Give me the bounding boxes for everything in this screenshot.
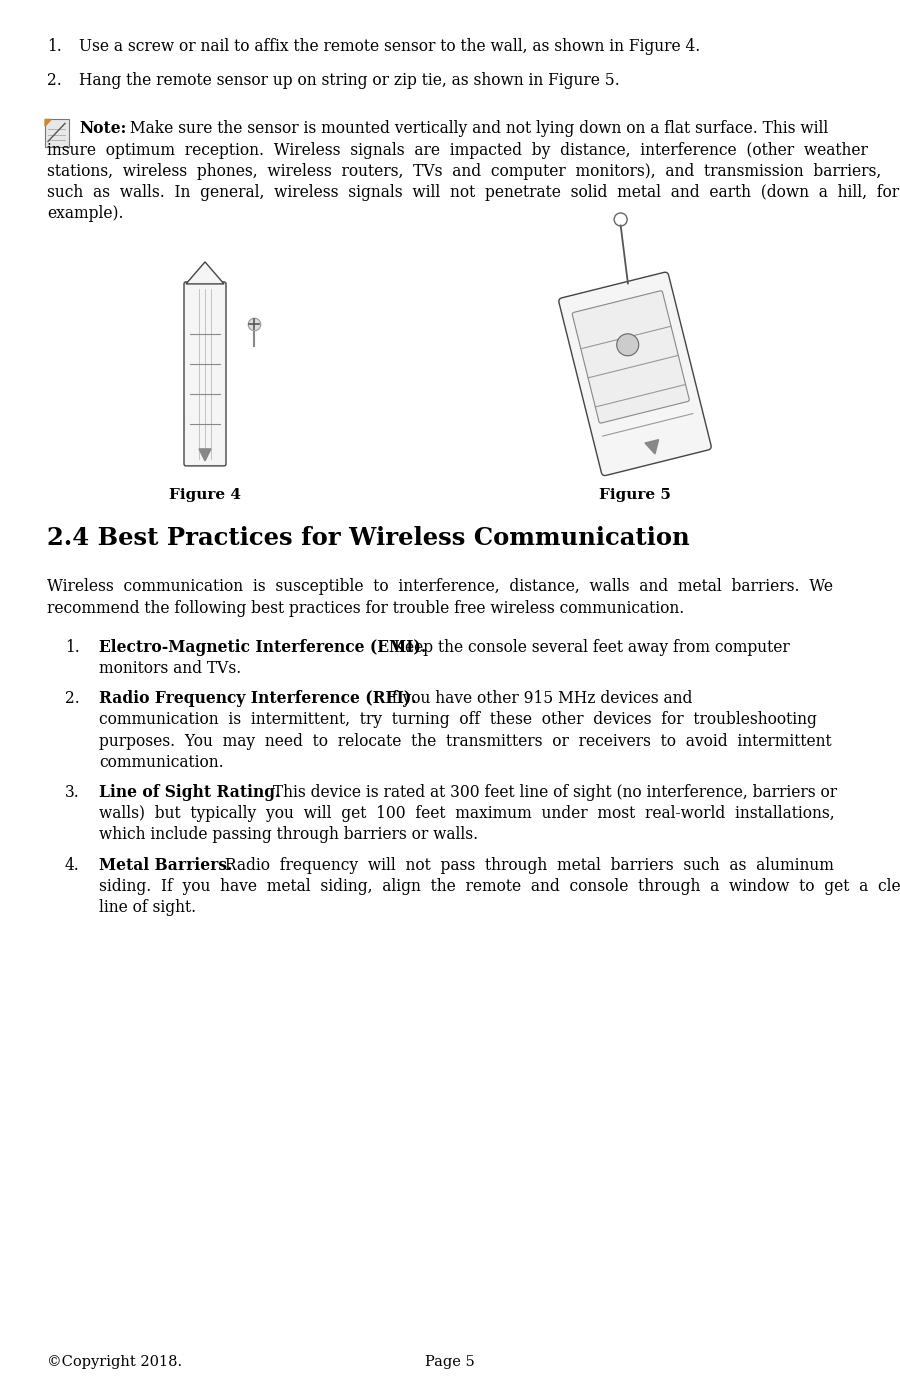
FancyBboxPatch shape bbox=[184, 282, 226, 465]
Text: Radio Frequency Interference (RFI).: Radio Frequency Interference (RFI). bbox=[99, 690, 417, 707]
Text: stations,  wireless  phones,  wireless  routers,  TVs  and  computer  monitors),: stations, wireless phones, wireless rout… bbox=[47, 163, 881, 179]
Text: Keep the console several feet away from computer: Keep the console several feet away from … bbox=[390, 639, 790, 656]
Text: 2.4 Best Practices for Wireless Communication: 2.4 Best Practices for Wireless Communic… bbox=[47, 526, 689, 550]
Text: 1.: 1. bbox=[47, 38, 62, 56]
Text: Radio  frequency  will  not  pass  through  metal  barriers  such  as  aluminum: Radio frequency will not pass through me… bbox=[220, 857, 833, 874]
Polygon shape bbox=[199, 449, 211, 461]
Text: insure  optimum  reception.  Wireless  signals  are  impacted  by  distance,  in: insure optimum reception. Wireless signa… bbox=[47, 142, 868, 158]
Text: such  as  walls.  In  general,  wireless  signals  will  not  penetrate  solid  : such as walls. In general, wireless sign… bbox=[47, 183, 899, 201]
Text: communication  is  intermittent,  try  turning  off  these  other  devices  for : communication is intermittent, try turni… bbox=[99, 711, 817, 728]
Text: Electro-Magnetic Interference (EMI).: Electro-Magnetic Interference (EMI). bbox=[99, 639, 427, 656]
Text: 3.: 3. bbox=[65, 783, 80, 801]
Text: 2.: 2. bbox=[47, 72, 62, 89]
Polygon shape bbox=[45, 119, 51, 126]
Text: Figure 4: Figure 4 bbox=[169, 489, 241, 503]
Text: Make sure the sensor is mounted vertically and not lying down on a flat surface.: Make sure the sensor is mounted vertical… bbox=[124, 121, 828, 138]
Text: which include passing through barriers or walls.: which include passing through barriers o… bbox=[99, 826, 478, 843]
Text: 4.: 4. bbox=[65, 857, 80, 874]
Text: Figure 5: Figure 5 bbox=[599, 489, 670, 503]
Text: Page 5: Page 5 bbox=[425, 1356, 475, 1370]
FancyBboxPatch shape bbox=[45, 119, 69, 147]
Polygon shape bbox=[645, 440, 659, 454]
Text: Wireless  communication  is  susceptible  to  interference,  distance,  walls  a: Wireless communication is susceptible to… bbox=[47, 578, 833, 596]
Text: purposes.  You  may  need  to  relocate  the  transmitters  or  receivers  to  a: purposes. You may need to relocate the t… bbox=[99, 732, 832, 750]
Polygon shape bbox=[186, 263, 224, 283]
Text: Metal Barriers.: Metal Barriers. bbox=[99, 857, 232, 874]
Text: line of sight.: line of sight. bbox=[99, 899, 196, 915]
FancyBboxPatch shape bbox=[559, 272, 711, 475]
Text: This device is rated at 300 feet line of sight (no interference, barriers or: This device is rated at 300 feet line of… bbox=[268, 783, 838, 801]
Text: ©Copyright 2018.: ©Copyright 2018. bbox=[47, 1356, 182, 1370]
Text: example).: example). bbox=[47, 206, 123, 222]
Text: communication.: communication. bbox=[99, 754, 223, 771]
Text: monitors and TVs.: monitors and TVs. bbox=[99, 660, 241, 676]
Text: recommend the following best practices for trouble free wireless communication.: recommend the following best practices f… bbox=[47, 600, 684, 617]
Text: 1.: 1. bbox=[65, 639, 80, 656]
Text: Use a screw or nail to affix the remote sensor to the wall, as shown in Figure 4: Use a screw or nail to affix the remote … bbox=[79, 38, 700, 56]
Text: walls)  but  typically  you  will  get  100  feet  maximum  under  most  real-wo: walls) but typically you will get 100 fe… bbox=[99, 806, 834, 822]
Text: Line of Sight Rating.: Line of Sight Rating. bbox=[99, 783, 281, 801]
FancyBboxPatch shape bbox=[572, 290, 689, 424]
Text: 2.: 2. bbox=[65, 690, 80, 707]
Ellipse shape bbox=[616, 333, 639, 356]
Text: If you have other 915 MHz devices and: If you have other 915 MHz devices and bbox=[382, 690, 693, 707]
Text: Note:: Note: bbox=[79, 121, 126, 138]
Text: siding.  If  you  have  metal  siding,  align  the  remote  and  console  throug: siding. If you have metal siding, align … bbox=[99, 878, 900, 895]
Text: Hang the remote sensor up on string or zip tie, as shown in Figure 5.: Hang the remote sensor up on string or z… bbox=[79, 72, 620, 89]
